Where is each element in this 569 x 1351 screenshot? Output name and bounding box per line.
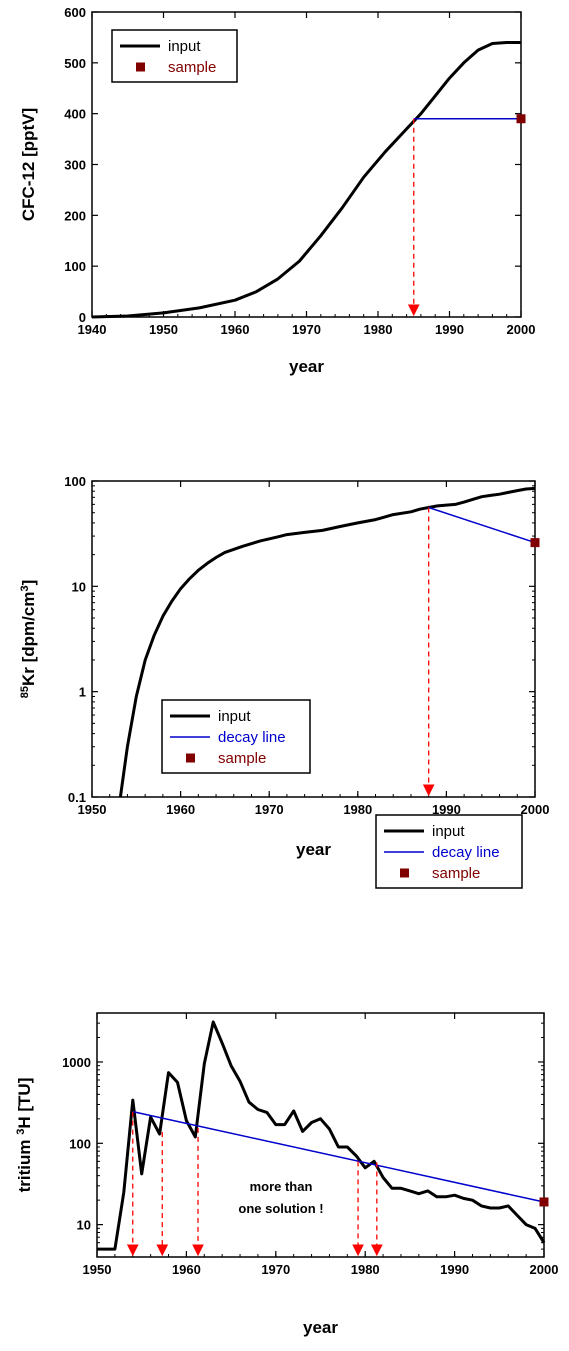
x-tick-label: 1960: [166, 802, 195, 817]
plot-frame: [96, 1012, 545, 1258]
legend-label: input: [432, 823, 465, 840]
x-tick-label: 1950: [149, 322, 178, 337]
legend-label: sample: [218, 750, 266, 767]
y-tick-label: 200: [64, 208, 86, 223]
x-tick-label: 2000: [521, 802, 550, 817]
annotation-text: one solution !: [238, 1201, 323, 1216]
plot-frame: [91, 480, 536, 798]
legend-label: decay line: [432, 844, 500, 861]
y-tick-label: 100: [69, 1136, 91, 1151]
x-tick-label: 1980: [364, 322, 393, 337]
y-tick-label: 10: [77, 1218, 91, 1233]
cfc12-chart: 1940 1950 1960 1970 1980 1990 2000 0 100 200 300 40…: [19, 5, 535, 376]
y-tick-label: 1: [79, 685, 86, 700]
legend-label: input: [168, 38, 201, 55]
y-tick-label: 0.1: [68, 790, 86, 805]
y-tick-label: 1000: [62, 1055, 91, 1070]
x-tick-label: 1940: [78, 322, 107, 337]
y-tick-label: 0: [79, 310, 86, 325]
y-tick-label: 300: [64, 158, 86, 173]
legend-marker-swatch: [136, 62, 145, 72]
input-series-line: [91, 41, 521, 319]
x-tick-label: 1980: [343, 802, 372, 817]
annotation-text: more than: [250, 1179, 313, 1194]
y-tick-label: 600: [64, 5, 86, 20]
y-tick-label: 400: [64, 107, 86, 122]
x-tick-label: 1970: [255, 802, 284, 817]
legend-marker-swatch: [400, 868, 409, 878]
x-tick-label: 1950: [83, 1262, 112, 1277]
x-tick-label: 2000: [530, 1262, 559, 1277]
x-axis-label: year: [303, 1318, 338, 1337]
legend-label: input: [218, 708, 251, 725]
y-tick-label: 100: [64, 259, 86, 274]
sample-marker: [530, 538, 540, 548]
y-tick-label: 10: [72, 579, 86, 594]
x-tick-label: 1970: [261, 1262, 290, 1277]
x-tick-label: 1990: [435, 322, 464, 337]
x-tick-label: 2000: [507, 322, 536, 337]
x-tick-label: 1970: [292, 322, 321, 337]
y-axis-label: CFC-12 [pptV]: [19, 108, 38, 221]
x-tick-label: 1990: [432, 802, 461, 817]
x-tick-label: 1960: [172, 1262, 201, 1277]
legend-label: sample: [168, 59, 216, 76]
decay-series-line: [428, 506, 536, 544]
legend-marker-swatch: [186, 753, 195, 763]
x-tick-label: 1980: [351, 1262, 380, 1277]
tritium-chart: 1950 1960 1970 1980 1990 2000 10 100 1000 year tri…: [15, 814, 559, 1337]
legend-box: [111, 29, 238, 83]
sample-marker: [539, 1197, 549, 1207]
y-tick-label: 500: [64, 56, 86, 71]
legend-label: decay line: [218, 729, 286, 746]
y-axis-label: 85Kr [dpm/cm3]: [19, 580, 38, 699]
legend-label: sample: [432, 865, 480, 882]
y-axis-label: tritium 3H [TU]: [15, 1078, 34, 1193]
kr85-chart: 1950 1960 1970 1980 1990 2000 0.1 1 10 100 year 85K…: [19, 474, 549, 859]
sample-marker: [516, 114, 526, 124]
decay-series-line: [132, 1110, 545, 1203]
x-tick-label: 1960: [221, 322, 250, 337]
y-tick-label: 100: [64, 474, 86, 489]
x-tick-label: 1950: [78, 802, 107, 817]
x-tick-label: 1990: [440, 1262, 469, 1277]
input-series-line: [97, 1020, 546, 1251]
x-axis-label: year: [296, 840, 331, 859]
input-series-line: [118, 486, 536, 798]
x-axis-label: year: [289, 357, 324, 376]
